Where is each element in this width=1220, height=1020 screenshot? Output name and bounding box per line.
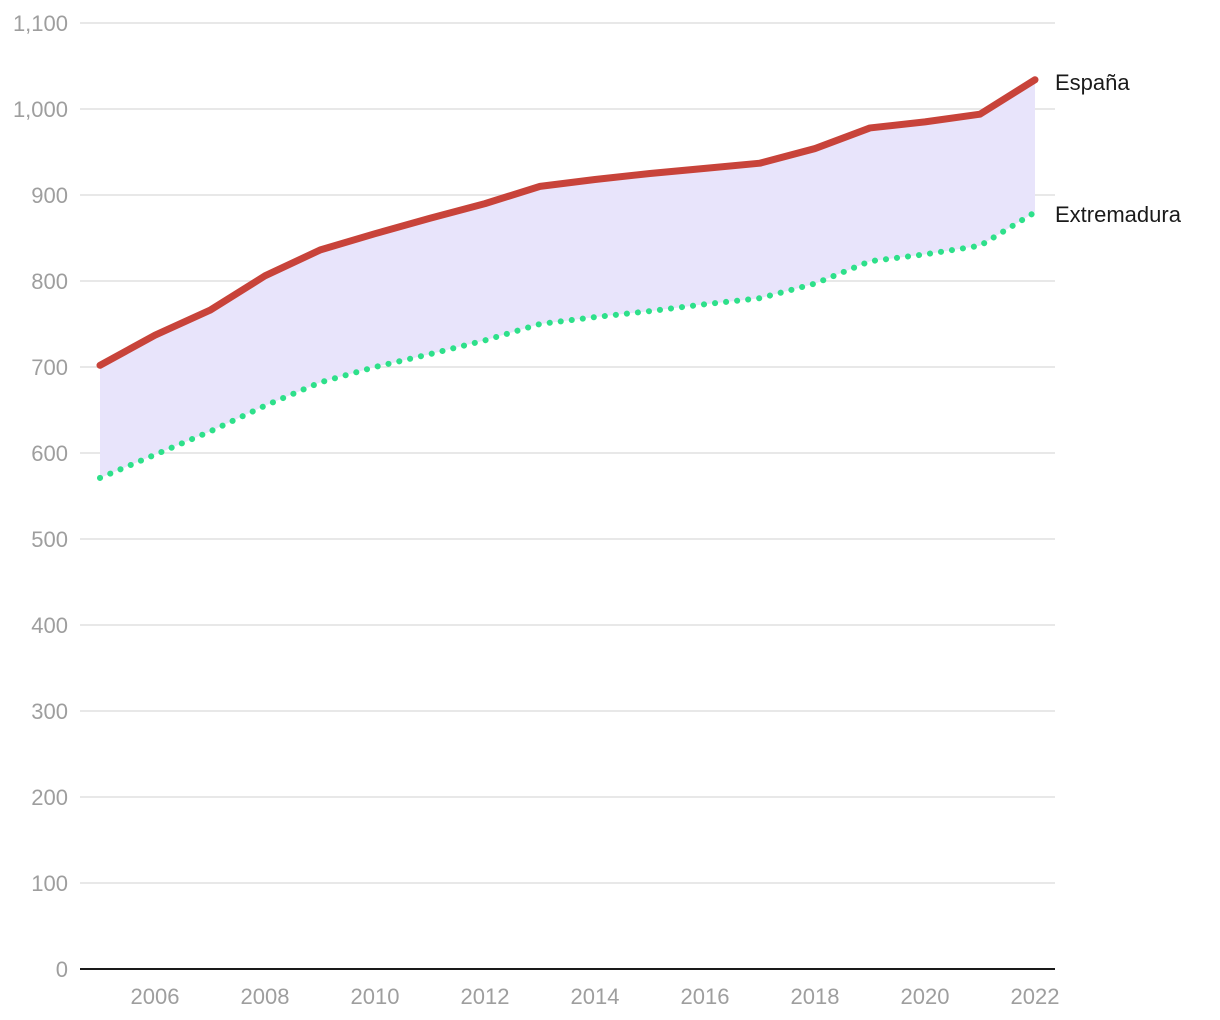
y-tick-label: 600 [31, 441, 68, 466]
y-tick-label: 1,100 [13, 11, 68, 36]
x-tick-label: 2008 [241, 984, 290, 1009]
x-tick-label: 2014 [571, 984, 620, 1009]
y-tick-label: 0 [56, 957, 68, 982]
y-tick-label: 200 [31, 785, 68, 810]
espana-series-line [96, 76, 1039, 369]
y-tick-label: 1,000 [13, 97, 68, 122]
y-tick-label: 800 [31, 269, 68, 294]
y-tick-label: 100 [31, 871, 68, 896]
label-layer: 0 100 200 300 400 500 600 700 800 900 1,000 1,100 20… [13, 11, 1182, 1009]
series-layer [96, 76, 1039, 481]
y-tick-label: 400 [31, 613, 68, 638]
y-tick-label: 300 [31, 699, 68, 724]
y-tick-label: 900 [31, 183, 68, 208]
extremadura-series-label: Extremadura [1055, 202, 1182, 227]
x-tick-label: 2022 [1011, 984, 1060, 1009]
gap-area-fill [100, 79, 1035, 478]
fill-layer [100, 79, 1035, 478]
y-tick-label: 500 [31, 527, 68, 552]
x-tick-label: 2010 [351, 984, 400, 1009]
x-tick-label: 2020 [901, 984, 950, 1009]
espana-series-label: España [1055, 70, 1130, 95]
x-tick-label: 2018 [791, 984, 840, 1009]
x-tick-label: 2006 [131, 984, 180, 1009]
x-tick-label: 2016 [681, 984, 730, 1009]
x-tick-label: 2012 [461, 984, 510, 1009]
y-tick-label: 700 [31, 355, 68, 380]
